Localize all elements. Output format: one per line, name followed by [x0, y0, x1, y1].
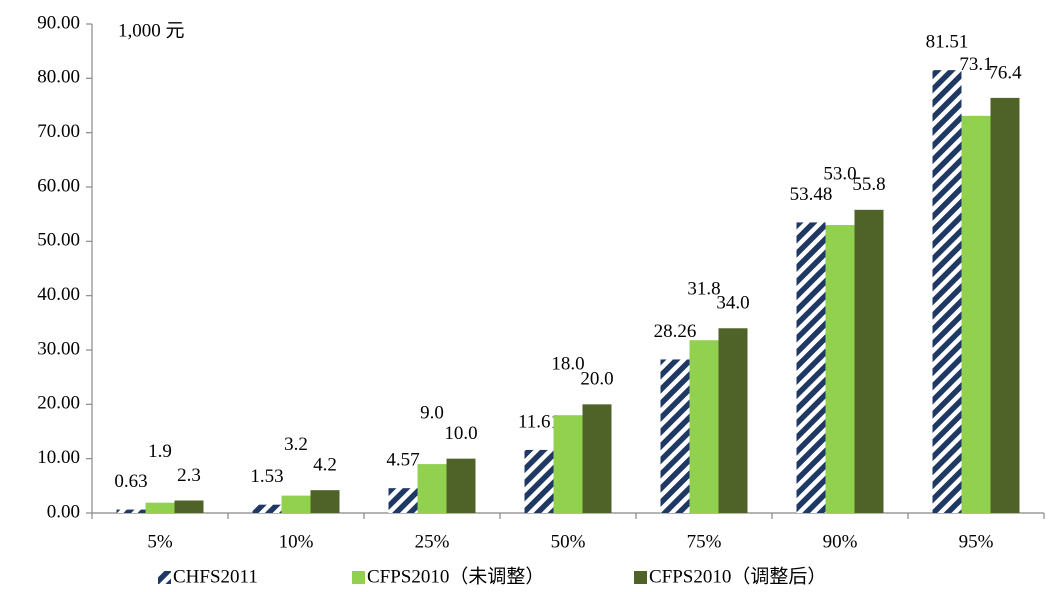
x-tick-label: 50%: [551, 531, 586, 552]
legend-label: CHFS2011: [173, 566, 258, 587]
legend-swatch: [634, 571, 647, 584]
value-label: 34.0: [716, 293, 749, 314]
legend-label: CFPS2010（调整后）: [649, 565, 826, 587]
value-label: 28.26: [654, 321, 697, 342]
value-label: 1.53: [250, 466, 283, 487]
y-tick-label: 80.00: [37, 67, 80, 88]
y-tick-label: 20.00: [37, 393, 80, 414]
value-label: 3.2: [284, 434, 308, 455]
bar: [961, 115, 991, 513]
legend-label: CFPS2010（未调整）: [367, 565, 544, 587]
value-label: 20.0: [580, 369, 613, 390]
bar: [660, 359, 690, 513]
bar: [145, 502, 175, 513]
value-label: 81.51: [926, 31, 969, 52]
unit-annotation: 1,000 元: [118, 20, 185, 41]
value-label: 4.2: [313, 455, 337, 476]
bar: [854, 209, 884, 513]
legend-swatch: [352, 571, 365, 584]
value-label: 55.8: [852, 174, 885, 195]
y-tick-label: 10.00: [37, 447, 80, 468]
value-label: 10.0: [444, 423, 477, 444]
value-label: 1.9: [148, 441, 172, 462]
x-tick-label: 95%: [959, 531, 994, 552]
value-label: 53.0: [823, 163, 856, 184]
bar: [388, 488, 418, 513]
y-tick-label: 40.00: [37, 284, 80, 305]
x-tick-label: 25%: [415, 531, 450, 552]
bar: [825, 225, 855, 514]
bar: [796, 222, 826, 513]
bar: [417, 464, 447, 513]
bar: [718, 328, 748, 513]
x-tick-label: 10%: [279, 531, 314, 552]
bar: [553, 415, 583, 513]
y-tick-label: 90.00: [37, 12, 80, 33]
bar: [582, 404, 612, 513]
value-label: 4.57: [386, 450, 419, 471]
value-label: 76.4: [988, 62, 1022, 83]
bar: [310, 490, 340, 513]
bar: [689, 340, 719, 513]
x-tick-label: 5%: [147, 531, 173, 552]
value-label: 11.61: [518, 411, 560, 432]
value-label: 31.8: [687, 279, 720, 300]
y-tick-label: 0.00: [47, 501, 80, 522]
y-tick-label: 60.00: [37, 175, 80, 196]
bar: [252, 504, 282, 513]
bar: [524, 449, 554, 513]
value-label: 18.0: [551, 354, 584, 375]
bar: [990, 97, 1020, 513]
bar: [281, 495, 311, 513]
value-label: 0.63: [114, 471, 147, 492]
value-label: 2.3: [177, 465, 201, 486]
y-tick-label: 30.00: [37, 338, 80, 359]
value-label: 9.0: [420, 402, 444, 423]
bar: [174, 500, 204, 513]
y-tick-label: 50.00: [37, 230, 80, 251]
value-label: 53.48: [790, 184, 833, 205]
bar: [932, 70, 962, 513]
legend-swatch: [158, 571, 171, 584]
bar: [116, 509, 146, 513]
y-tick-label: 70.00: [37, 121, 80, 142]
value-label: 73.1: [959, 54, 992, 75]
x-tick-label: 90%: [823, 531, 858, 552]
x-tick-label: 75%: [687, 531, 722, 552]
bar: [446, 458, 476, 513]
